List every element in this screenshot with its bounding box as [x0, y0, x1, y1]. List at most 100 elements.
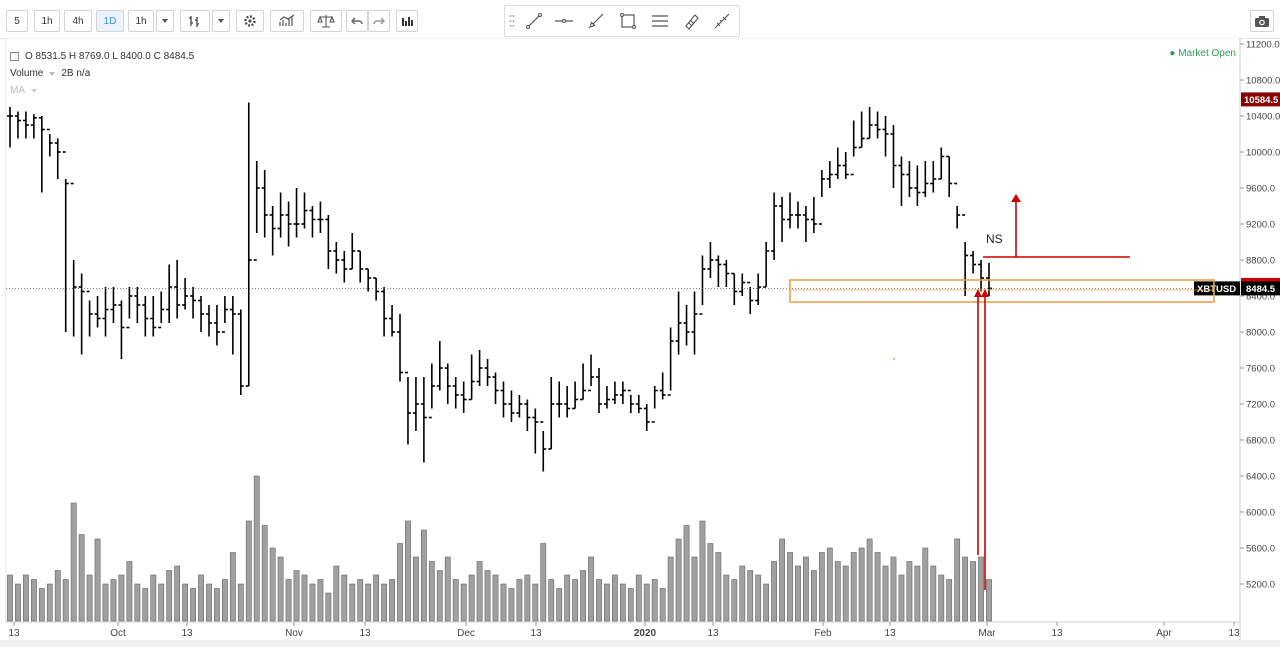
volume-bar	[898, 574, 905, 622]
volume-bar	[341, 574, 348, 622]
volume-bar	[524, 574, 531, 622]
volume-bar	[373, 574, 380, 622]
x-tick-label: 13	[884, 628, 896, 639]
y-tick-label: 5600.0	[1246, 544, 1275, 555]
volume-bar	[333, 565, 340, 622]
volume-bar	[86, 574, 93, 622]
volume-bar	[436, 570, 443, 622]
screenshot-button[interactable]	[1250, 10, 1274, 32]
volume-bar	[381, 583, 387, 622]
volume-bar	[397, 543, 403, 622]
volume-bar	[612, 574, 618, 622]
volume-bar	[890, 556, 897, 622]
volume-bar	[206, 583, 212, 622]
undo-button[interactable]	[346, 10, 368, 32]
support-zone-box[interactable]	[789, 279, 1215, 303]
volume-bar	[874, 552, 881, 622]
volume-bar	[556, 588, 563, 622]
drag-handle-icon[interactable]	[507, 9, 517, 33]
volume-bar	[588, 556, 594, 622]
last-price-label: 8484.5	[1246, 284, 1276, 295]
volume-bar	[468, 574, 475, 622]
chevron-down-icon[interactable]	[31, 88, 37, 93]
volume-bar	[954, 538, 961, 622]
volume-bar	[842, 565, 849, 622]
interval-1h-button[interactable]: 1h	[34, 10, 60, 32]
fib-tool[interactable]	[647, 9, 673, 33]
compare-button[interactable]	[310, 10, 342, 32]
interval-4h-button[interactable]: 4h	[64, 10, 92, 32]
ma-label[interactable]: MA	[10, 85, 25, 96]
volume-bar	[922, 547, 929, 622]
volume-bar	[269, 547, 276, 622]
chevron-down-icon[interactable]	[49, 71, 56, 76]
volume-bar	[7, 574, 13, 622]
volume-bar	[580, 570, 586, 622]
bar-style-button[interactable]	[180, 10, 210, 32]
volume-bar	[651, 579, 658, 622]
bar-chart-button[interactable]	[396, 10, 418, 32]
up-arrow-icon	[981, 289, 989, 297]
volume-label[interactable]: Volume	[10, 68, 44, 79]
brush-tool[interactable]	[679, 9, 705, 33]
interval-1d-button[interactable]: 1D	[96, 10, 124, 32]
volume-bar	[755, 574, 762, 622]
horizontal-line-tool[interactable]	[551, 9, 577, 33]
volume-bar	[229, 552, 236, 622]
x-tick-label: Apr	[1156, 628, 1172, 639]
volume-bar	[763, 583, 770, 622]
trend-line-tool[interactable]	[521, 9, 547, 33]
volume-bar	[540, 543, 547, 622]
volume-bar	[261, 525, 268, 622]
chart-type-dropdown[interactable]	[212, 10, 230, 32]
volume-bar	[460, 583, 467, 622]
x-tick-label: Feb	[814, 628, 832, 639]
indicators-button[interactable]	[270, 10, 304, 32]
volume-bar	[604, 583, 610, 622]
volume-bar	[930, 565, 937, 622]
volume-bar	[596, 579, 602, 622]
measure-tool[interactable]	[709, 9, 735, 33]
volume-bar	[198, 574, 204, 622]
x-tick-label: 13	[1051, 628, 1063, 639]
volume-bar	[914, 565, 921, 622]
interval-5-button[interactable]: 5	[6, 10, 28, 32]
brush-icon	[685, 14, 699, 30]
collapse-legend-icon[interactable]	[10, 52, 19, 61]
ray-icon	[588, 13, 604, 29]
volume-bar	[46, 583, 53, 622]
settings-button[interactable]	[236, 10, 264, 32]
stray-point	[893, 358, 895, 360]
volume-bar	[317, 579, 324, 622]
y-tick-label: 11200.0	[1246, 40, 1280, 51]
volume-bar	[30, 579, 37, 622]
x-tick-label: 13	[1228, 628, 1240, 639]
volume-bar	[810, 570, 817, 622]
volume-bar	[707, 543, 714, 622]
volume-bar	[118, 574, 125, 622]
interval-1h-alt-button[interactable]: 1h	[128, 10, 154, 32]
volume-bar	[986, 579, 992, 622]
price-chart[interactable]: 11200.0 10800.0 10400.0 10000.0 9600.0 9200.0…	[0, 38, 1280, 640]
plot-area[interactable]	[5, 38, 1241, 623]
y-tick-label: 7200.0	[1246, 400, 1275, 411]
gear-icon	[244, 15, 256, 27]
high-price-label: 10584.5	[1244, 95, 1279, 106]
interval-dropdown[interactable]	[156, 10, 174, 32]
volume-bar	[182, 583, 189, 622]
redo-button[interactable]	[368, 10, 390, 32]
bottom-bar	[0, 640, 1280, 647]
rectangle-tool[interactable]	[615, 9, 641, 33]
volume-bar	[405, 520, 411, 622]
volume-bar	[134, 583, 141, 622]
volume-bar	[444, 556, 451, 622]
volume-bar	[834, 561, 841, 622]
volume-bar	[564, 574, 571, 622]
volume-bar	[627, 588, 634, 622]
ray-tool[interactable]	[583, 9, 609, 33]
volume-bar	[548, 579, 555, 622]
volume-bar	[962, 556, 969, 622]
y-tick-label: 8000.0	[1246, 328, 1275, 339]
y-tick-label: 7600.0	[1246, 364, 1275, 375]
up-arrow-icon	[974, 289, 982, 297]
